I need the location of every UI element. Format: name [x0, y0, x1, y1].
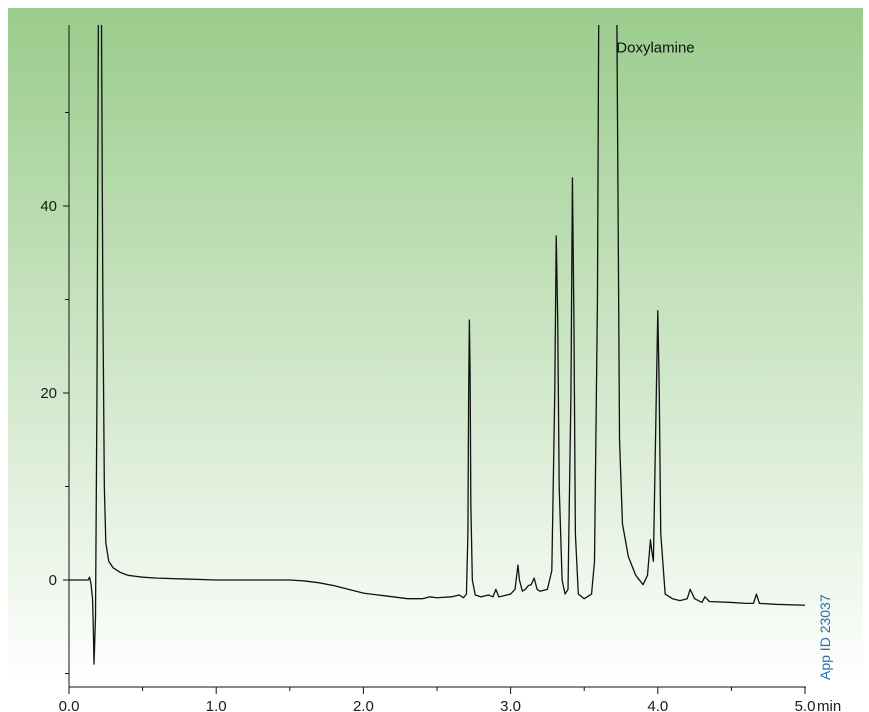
x-unit-label: min	[817, 698, 841, 712]
x-tick-label-3: 3.0	[500, 698, 521, 712]
y-tick-label-1: 20	[40, 385, 57, 402]
peak-label-doxylamine: Doxylamine	[616, 39, 694, 56]
x-tick-label-5: 5.0	[795, 698, 816, 712]
x-tick-label-4: 4.0	[647, 698, 668, 712]
chromatogram-trace-0	[69, 25, 805, 665]
axes-group: 0.0 1.0 2.0 3.0 4.0 5.0 min 0 20 40	[40, 112, 841, 712]
y-tick-label-0: 0	[49, 572, 57, 589]
annotation-layer: Doxylamine App ID 23037	[616, 39, 833, 680]
series-layer	[69, 25, 805, 665]
y-tick-label-2: 40	[40, 198, 57, 215]
app-id-label: App ID 23037	[817, 594, 833, 680]
x-tick-label-0: 0.0	[59, 698, 80, 712]
x-tick-label-2: 2.0	[353, 698, 374, 712]
x-tick-label-1: 1.0	[206, 698, 227, 712]
plot-background	[8, 8, 863, 686]
